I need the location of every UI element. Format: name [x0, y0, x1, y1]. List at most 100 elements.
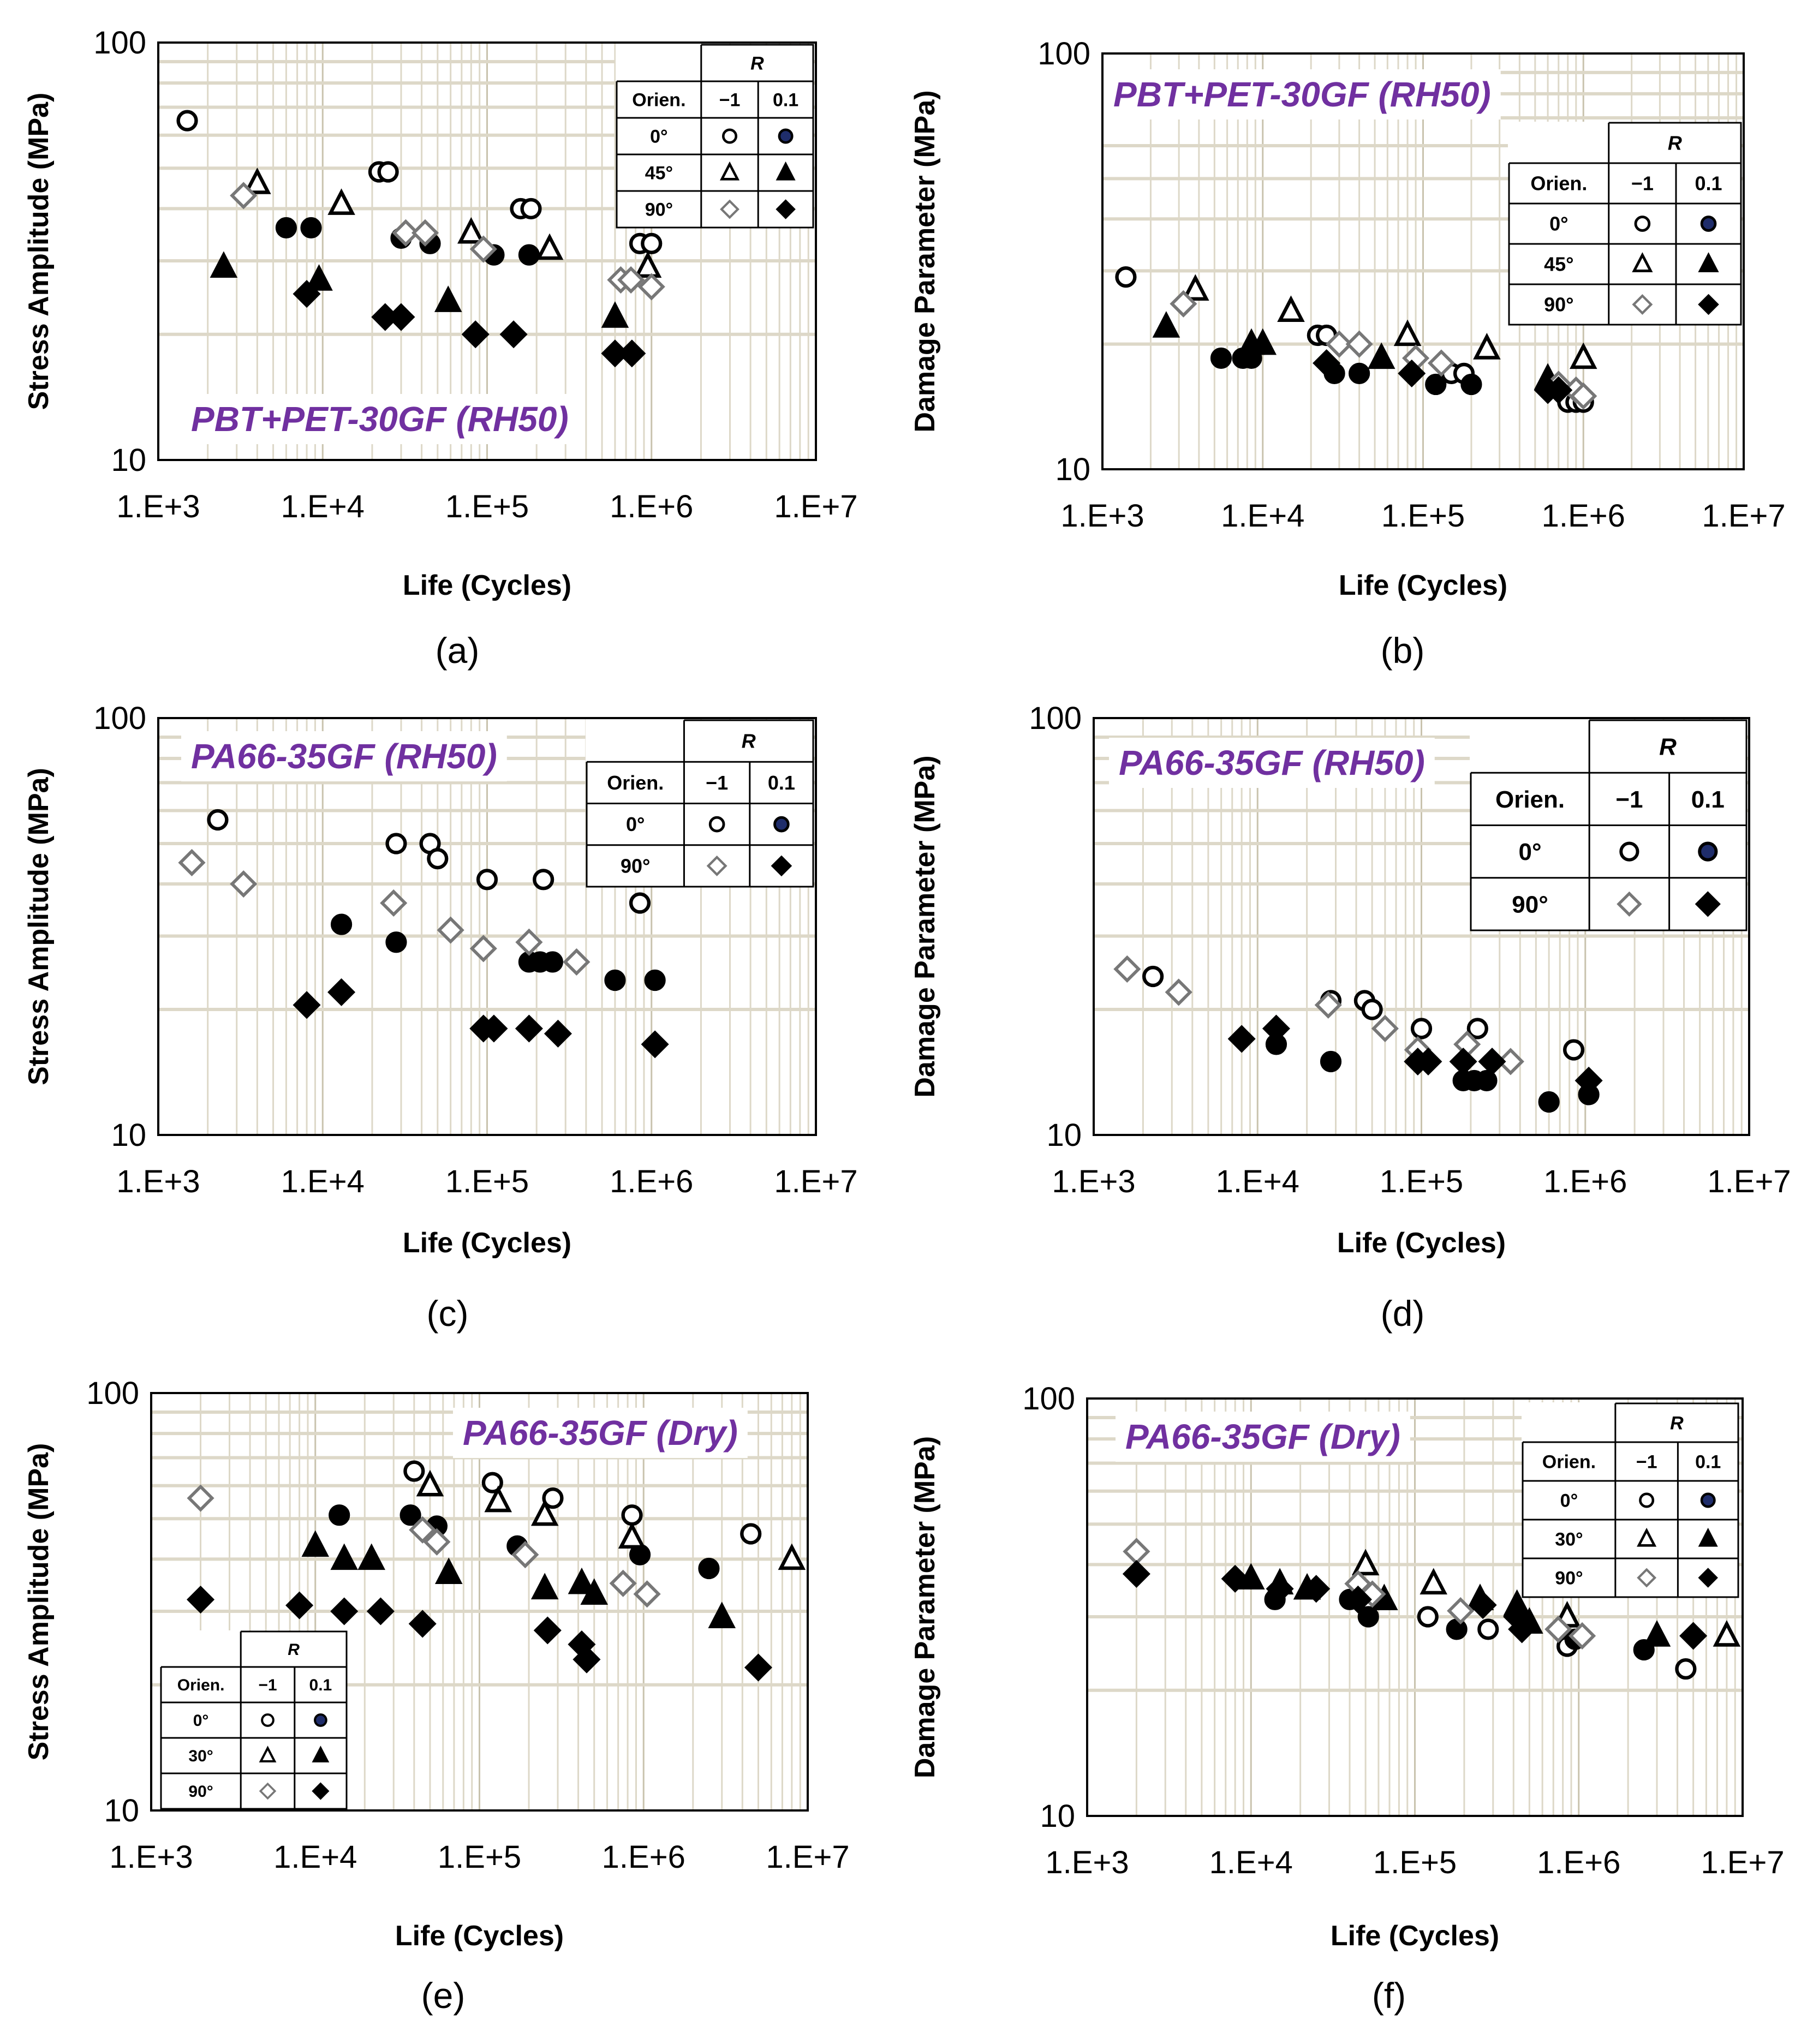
panel-label: (b)	[1381, 630, 1425, 671]
data-point	[1420, 1568, 1447, 1595]
legend: R Orien. −1 0.1 0° 45° 90°	[616, 44, 814, 229]
plot-frame	[157, 717, 817, 1136]
legend-header-blank	[1508, 122, 1609, 163]
legend-marker-filled	[776, 199, 796, 219]
y-tick-label: 10	[1055, 452, 1090, 487]
data-point	[1679, 1622, 1708, 1650]
legend-header: R	[288, 1641, 300, 1659]
data-point	[377, 161, 399, 183]
data-point	[572, 1645, 601, 1674]
data-point	[1496, 1048, 1524, 1075]
x-tick-label: 1.E+6	[1537, 1845, 1620, 1880]
data-point	[533, 869, 554, 890]
legend-col-orien: Orien.	[632, 89, 685, 110]
data-point	[480, 1014, 508, 1043]
data-point	[617, 266, 645, 294]
chart-f: 1.E+3 1.E+4 1.E+5 1.E+6 1.E+7 10 100 Life (Cycl…	[909, 1381, 1785, 2016]
legend-marker-filled	[1698, 294, 1719, 315]
legend-header-blank	[616, 44, 701, 81]
x-tick-label: 1.E+7	[766, 1839, 849, 1875]
legend-marker-filled	[771, 855, 792, 877]
data-point	[1325, 330, 1353, 358]
chart-title: PA66-35GF (Dry)	[463, 1413, 738, 1453]
data-point	[530, 1499, 559, 1526]
data-point	[1351, 1549, 1380, 1576]
legend-col-r-neg1: −1	[1631, 172, 1654, 195]
data-point	[515, 1014, 543, 1043]
data-point	[1478, 1047, 1506, 1075]
legend-row-label: 45°	[645, 163, 673, 183]
legend-marker-open	[259, 1782, 277, 1800]
legend-row-label: 0°	[1549, 213, 1568, 235]
x-tick-label: 1.E+6	[1542, 498, 1625, 534]
data-point	[230, 870, 258, 898]
data-point	[176, 110, 198, 132]
series	[243, 168, 662, 278]
legend-col-r-01: 0.1	[1695, 1451, 1721, 1472]
plot-frame	[150, 1392, 809, 1812]
data-point	[243, 168, 271, 194]
data-point	[641, 232, 663, 254]
data-point	[580, 1578, 608, 1605]
data-point	[392, 219, 420, 247]
data-point	[1210, 347, 1232, 369]
x-axis-title: Life (Cycles)	[403, 570, 571, 601]
data-point	[1349, 362, 1370, 384]
data-point	[511, 1541, 539, 1569]
data-point	[1367, 342, 1395, 369]
legend-col-r-neg1: −1	[719, 89, 741, 110]
legend-marker-filled	[1698, 1527, 1718, 1547]
data-point	[285, 1591, 314, 1619]
data-point	[476, 869, 498, 890]
data-point	[1414, 1047, 1442, 1075]
legend-marker-filled	[312, 1746, 330, 1762]
x-axis-title: Life (Cycles)	[395, 1920, 564, 1952]
y-tick-label: 10	[111, 443, 146, 478]
legend-row-label: 0°	[1519, 839, 1542, 865]
chart-title: PA66-35GF (Dry)	[1125, 1417, 1400, 1456]
data-point	[544, 1019, 572, 1048]
x-tick-label: 1.E+7	[774, 1164, 857, 1199]
legend-col-orien: Orien.	[1530, 172, 1587, 195]
data-point	[629, 892, 651, 914]
chart-title-backdrop	[453, 1408, 748, 1458]
legend-marker-filled	[1695, 891, 1721, 917]
data-point	[1115, 266, 1137, 288]
series	[293, 280, 646, 368]
x-tick-label: 1.E+6	[1543, 1164, 1627, 1199]
data-point	[484, 1485, 512, 1513]
data-point	[1122, 1559, 1150, 1588]
data-point	[1544, 376, 1573, 404]
data-point	[618, 1522, 646, 1549]
x-tick-label: 1.E+5	[1373, 1845, 1457, 1880]
data-point	[329, 1504, 350, 1526]
series	[1227, 1014, 1603, 1095]
data-point	[530, 1573, 559, 1600]
legend-row-label: 30°	[1555, 1529, 1583, 1550]
data-point	[187, 1586, 215, 1614]
x-tick-label: 1.E+7	[1707, 1164, 1791, 1199]
x-tick-label: 1.E+3	[109, 1839, 193, 1875]
data-point	[535, 233, 564, 260]
data-point	[1113, 955, 1141, 983]
series	[1142, 965, 1585, 1061]
y-tick-label: 100	[93, 701, 146, 736]
legend-col-orien: Orien.	[1542, 1451, 1596, 1472]
legend-marker-open	[719, 161, 740, 181]
data-point	[1345, 330, 1373, 358]
legend-marker-filled	[776, 161, 796, 181]
data-point	[1460, 373, 1482, 396]
chart-title-backdrop	[1104, 69, 1501, 119]
data-point	[520, 198, 542, 220]
data-point	[1643, 1620, 1671, 1647]
legend-col-orien: Orien.	[177, 1676, 225, 1694]
data-point	[1425, 373, 1447, 396]
panel-label: (e)	[421, 1975, 466, 2016]
y-axis-title: Stress Amplitude (MPa)	[23, 93, 55, 410]
chart-title-backdrop	[1109, 738, 1435, 788]
legend-col-orien: Orien.	[607, 772, 664, 794]
legend-row-label: 30°	[188, 1747, 213, 1765]
data-point	[1221, 1564, 1249, 1593]
y-tick-label: 100	[93, 25, 146, 61]
data-point	[533, 1616, 562, 1645]
